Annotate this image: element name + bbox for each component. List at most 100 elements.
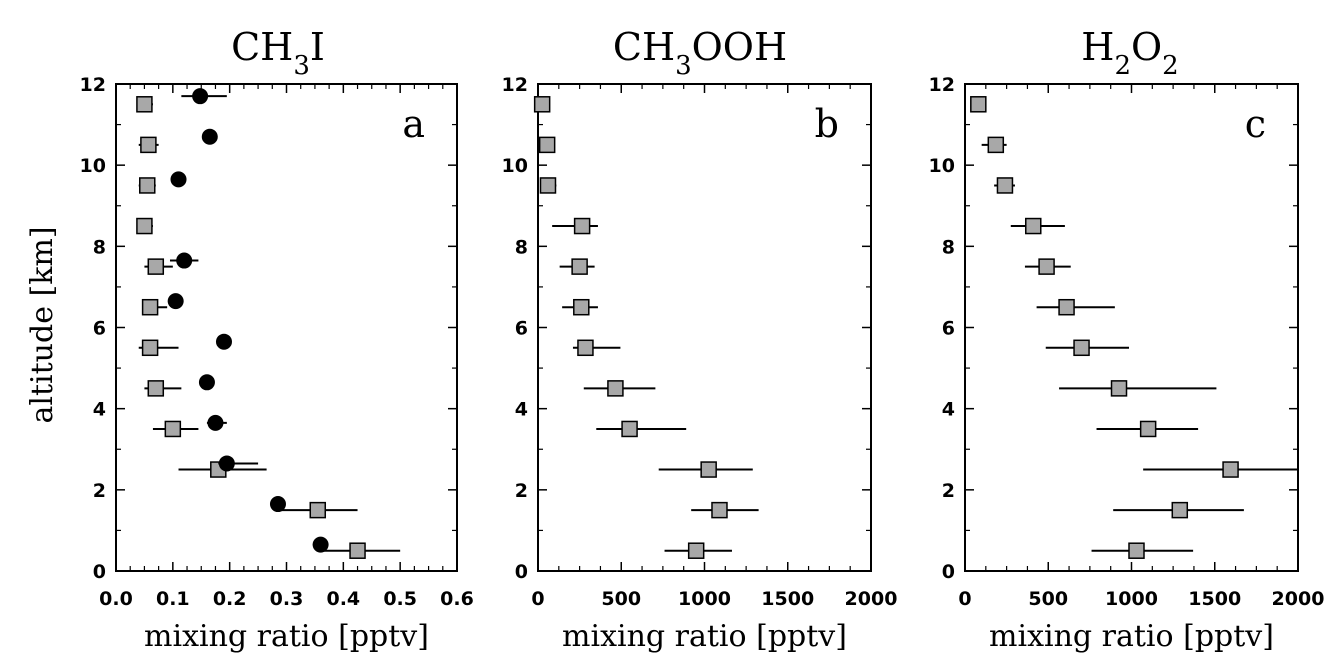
data-point-circle [215, 333, 232, 350]
data-point-square [140, 136, 157, 154]
x-tick-label: 500 [1028, 588, 1068, 610]
data-point-square [711, 501, 728, 519]
data-point-square [141, 298, 159, 316]
x-tick-label: 1500 [1188, 588, 1241, 610]
y-axis-label: altitude [km] [25, 226, 60, 423]
y-tick-label: 6 [93, 318, 106, 340]
panel-label: b [815, 102, 839, 146]
y-tick-label: 0 [93, 561, 106, 583]
data-point-square [1139, 420, 1157, 438]
x-axis-label: mixing ratio [pptv] [562, 619, 847, 654]
x-tick-label: 0.1 [156, 588, 190, 610]
series-square [970, 96, 1298, 559]
y-tick-label: 4 [942, 399, 955, 421]
data-point-square [136, 217, 153, 235]
x-tick-label: 0.0 [99, 588, 133, 610]
y-tick-label: 10 [929, 155, 955, 177]
data-point-square [700, 461, 717, 478]
data-point-circle [269, 496, 286, 513]
data-point-circle [167, 293, 184, 310]
x-tick-label: 1000 [678, 588, 731, 610]
x-axis-label: mixing ratio [pptv] [144, 619, 429, 654]
data-point-circle [201, 128, 218, 145]
panel-label: c [1245, 102, 1266, 146]
data-point-square [136, 96, 153, 113]
data-point-circle [198, 374, 215, 391]
data-point-circle [176, 252, 193, 269]
x-tick-label: 1500 [761, 588, 814, 610]
data-point-square [147, 258, 165, 275]
data-point-circle [218, 455, 235, 472]
y-tick-label: 12 [502, 74, 528, 96]
panel-b: 0 500 1000 1500 2000 0 2 4 6 8 10 12 mixing ratio [p… [502, 25, 898, 654]
panel-title: CH3I [231, 25, 325, 81]
plot-frame [964, 83, 1299, 572]
data-point-square [987, 136, 1005, 154]
data-point-square [621, 420, 638, 438]
data-point-circle [207, 414, 224, 431]
panel-title: CH3OOH [613, 25, 787, 81]
data-point-square [147, 380, 165, 397]
plot-frame [115, 83, 458, 572]
data-point-square [1025, 217, 1042, 235]
data-point-square [1110, 380, 1128, 397]
y-tick-label: 8 [93, 236, 106, 258]
data-point-square [573, 217, 591, 235]
panel-title: H2O2 [1081, 25, 1178, 81]
y-tick-label: 4 [93, 399, 106, 421]
panel-label: a [402, 102, 425, 146]
panel-a: 0.0 0.1 0.2 0.3 0.4 0.5 0.6 0 2 4 6 8 10 12 mixing rat… [80, 25, 474, 654]
data-point-square [970, 96, 987, 113]
y-tick-label: 10 [80, 155, 106, 177]
x-axis-label: mixing ratio [pptv] [989, 619, 1274, 654]
data-point-circle [192, 88, 209, 105]
data-point-square [533, 96, 551, 113]
x-tick-label: 0.4 [326, 588, 360, 610]
data-point-square [349, 542, 366, 559]
y-tick-label: 0 [515, 561, 528, 583]
y-tick-label: 4 [515, 399, 528, 421]
data-point-square [996, 177, 1014, 194]
series-square [533, 96, 759, 559]
plot-frame [537, 83, 872, 572]
data-point-square [1058, 298, 1075, 316]
x-tick-label: 0 [958, 588, 971, 610]
data-point-square [577, 339, 594, 357]
x-tick-label: 0.2 [213, 588, 247, 610]
data-point-square [1128, 542, 1145, 559]
data-point-circle [170, 171, 187, 188]
data-point-square [1038, 258, 1055, 275]
y-tick-label: 0 [942, 561, 955, 583]
x-tick-label: 500 [601, 588, 641, 610]
y-tick-label: 6 [942, 318, 955, 340]
data-point-square [571, 258, 588, 275]
y-tick-label: 2 [515, 480, 528, 502]
y-tick-label: 2 [93, 480, 106, 502]
series-circle [167, 88, 329, 553]
data-point-square [1171, 501, 1189, 519]
series-square [136, 96, 401, 559]
y-tick-label: 12 [929, 74, 955, 96]
panel-c: 0 500 1000 1500 2000 0 2 4 6 8 10 12 mixing ratio [p… [929, 25, 1325, 654]
x-tick-label: 1000 [1105, 588, 1158, 610]
y-tick-label: 8 [515, 236, 528, 258]
data-point-square [538, 136, 556, 154]
data-point-square [539, 177, 557, 194]
data-point-square [573, 298, 590, 316]
y-tick-label: 12 [80, 74, 106, 96]
y-tick-label: 6 [515, 318, 528, 340]
data-point-square [1073, 339, 1090, 357]
x-tick-label: 0 [531, 588, 544, 610]
data-point-square [141, 339, 159, 357]
data-point-square [139, 177, 156, 194]
x-tick-label: 0.6 [440, 588, 474, 610]
x-tick-label: 0.5 [383, 588, 417, 610]
x-tick-label: 0.3 [270, 588, 304, 610]
data-point-circle [312, 536, 329, 553]
data-point-square [607, 380, 624, 397]
data-point-square [164, 420, 182, 438]
data-point-square [1222, 461, 1239, 478]
data-point-square [309, 501, 327, 519]
data-point-square [687, 542, 705, 559]
y-tick-label: 2 [942, 480, 955, 502]
